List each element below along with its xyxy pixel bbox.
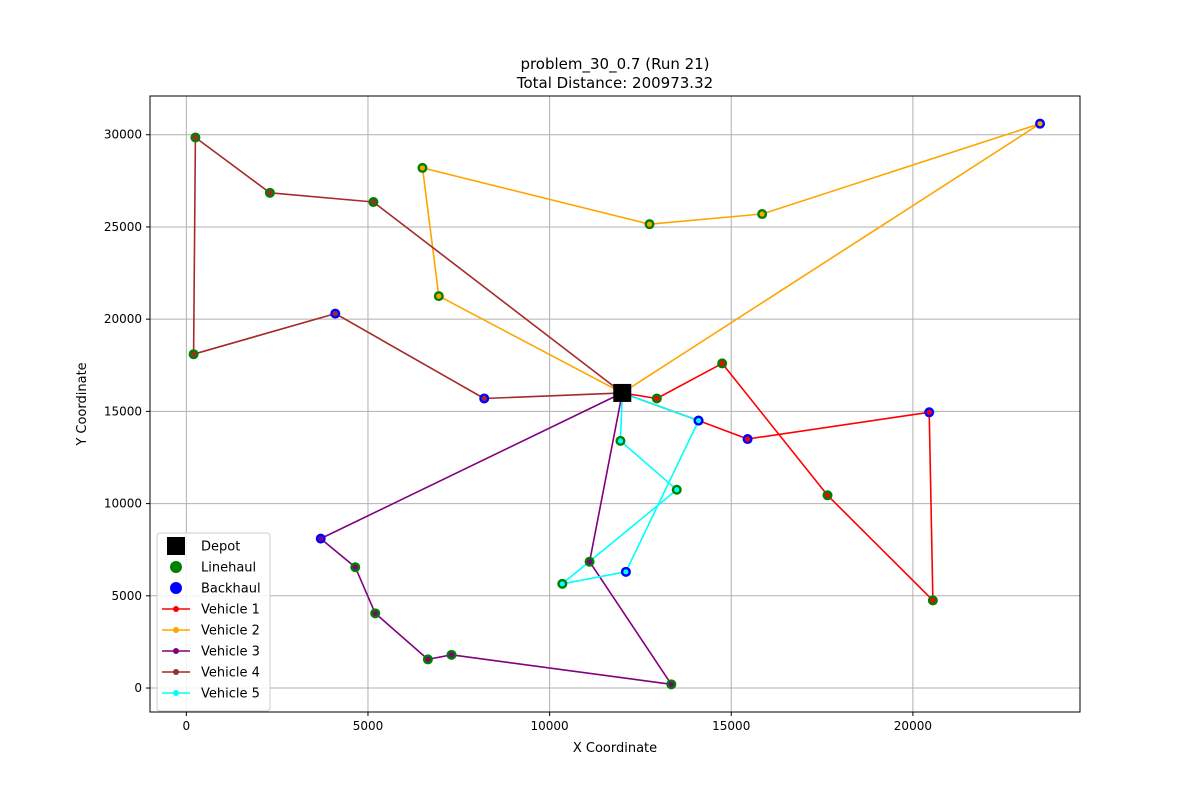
route-point bbox=[559, 581, 565, 587]
plot-frame bbox=[149, 95, 1081, 713]
legend-label: Vehicle 1 bbox=[201, 603, 260, 618]
route-point bbox=[1037, 121, 1043, 127]
y-tick-label: 10000 bbox=[104, 497, 142, 511]
route-point bbox=[646, 221, 653, 227]
legend-node-swatch bbox=[170, 561, 182, 573]
legend: Depot Linehaul Backhaul Vehicle 1 Vehicle 2 V… bbox=[156, 532, 271, 712]
route-point bbox=[419, 165, 426, 171]
route-point bbox=[370, 199, 377, 205]
y-tick-label: 0 bbox=[134, 681, 142, 695]
route-point bbox=[623, 569, 629, 575]
route-point bbox=[332, 311, 338, 317]
legend-label: Vehicle 5 bbox=[201, 687, 260, 702]
x-tick-label: 15000 bbox=[712, 719, 750, 733]
x-tick-label: 10000 bbox=[531, 719, 569, 733]
route-point bbox=[481, 395, 487, 402]
legend-node-swatch bbox=[170, 582, 182, 594]
y-tick-label: 20000 bbox=[104, 312, 142, 326]
route-point bbox=[586, 559, 593, 565]
x-tick-label: 20000 bbox=[894, 719, 932, 733]
x-tick-label: 5000 bbox=[353, 719, 384, 733]
data-points bbox=[188, 118, 1046, 690]
route-point bbox=[192, 134, 199, 141]
route-point bbox=[425, 656, 431, 663]
route-point bbox=[190, 351, 197, 357]
x-axis-label: X Coordinate bbox=[573, 741, 657, 756]
route-point bbox=[318, 536, 324, 542]
legend-line-marker bbox=[173, 627, 179, 633]
route-point bbox=[654, 395, 660, 402]
route-point bbox=[744, 436, 751, 442]
route-point bbox=[695, 417, 702, 424]
legend-line-marker bbox=[173, 648, 179, 654]
legend-line-marker bbox=[173, 606, 179, 612]
axis-ticks: 0 5000 10000 15000 20000 0 5000 10000 15000 20000… bbox=[104, 128, 932, 733]
route-point bbox=[719, 360, 725, 367]
legend-label: Vehicle 4 bbox=[201, 666, 260, 681]
route-point bbox=[668, 681, 674, 687]
legend-label: Depot bbox=[201, 540, 240, 555]
route-point bbox=[759, 211, 765, 217]
legend-line-marker bbox=[173, 690, 179, 696]
legend-label: Backhaul bbox=[201, 582, 261, 597]
route-point bbox=[617, 438, 624, 444]
legend-label: Vehicle 3 bbox=[201, 645, 260, 660]
route-point bbox=[824, 492, 831, 498]
route-point bbox=[926, 409, 932, 415]
legend-label: Linehaul bbox=[201, 561, 256, 576]
y-axis-label: Y Coordinate bbox=[75, 362, 90, 446]
chart-subtitle: Total Distance: 200973.32 bbox=[516, 74, 713, 92]
route-point bbox=[372, 610, 378, 616]
legend-depot-swatch bbox=[167, 537, 185, 555]
y-tick-label: 30000 bbox=[104, 128, 142, 142]
depot-marker bbox=[613, 383, 632, 402]
y-tick-label: 5000 bbox=[111, 589, 142, 603]
legend-box bbox=[156, 532, 271, 712]
legend-label: Vehicle 2 bbox=[201, 624, 260, 639]
legend-line-marker bbox=[173, 669, 179, 675]
route-point bbox=[930, 597, 936, 604]
chart-title: problem_30_0.7 (Run 21) bbox=[520, 55, 709, 74]
y-tick-label: 15000 bbox=[104, 404, 142, 418]
route-point bbox=[448, 652, 455, 658]
route-point bbox=[674, 487, 680, 493]
route-line bbox=[192, 136, 623, 400]
depot-markers bbox=[613, 383, 632, 402]
x-tick-label: 0 bbox=[183, 719, 191, 733]
y-tick-label: 25000 bbox=[104, 220, 142, 234]
route-point bbox=[352, 564, 358, 570]
route-point bbox=[436, 293, 442, 299]
route-point bbox=[267, 190, 273, 196]
